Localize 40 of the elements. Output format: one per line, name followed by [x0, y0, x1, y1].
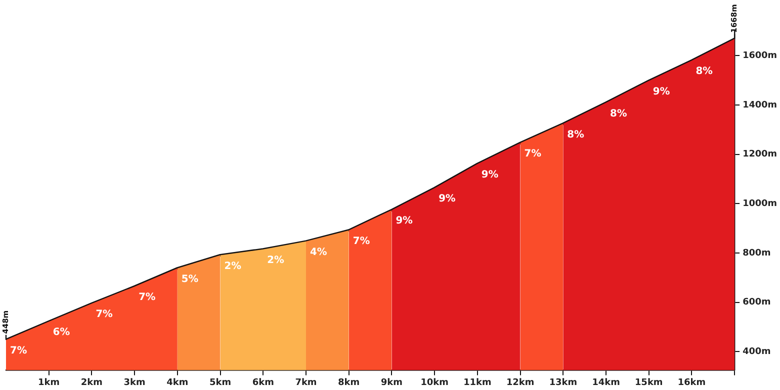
annotation: 9%	[438, 194, 456, 205]
annotation: 7%	[10, 345, 27, 356]
x-tick-label: 10km	[420, 378, 449, 388]
y-tick-label: 600m	[742, 298, 771, 308]
annotation: 8%	[567, 129, 584, 140]
y-tick-label: 1000m	[742, 199, 778, 210]
annotation: 7%	[352, 236, 370, 247]
annotation: 8%	[610, 108, 627, 120]
y-tick-label: 1400m	[742, 100, 778, 110]
x-tick-label: 6km	[252, 378, 274, 388]
x-tick-label: 15km	[634, 378, 663, 388]
annotation: 9%	[652, 86, 670, 98]
x-tick-label: 2km	[80, 378, 103, 388]
annotation: 6%	[52, 327, 70, 338]
annotation: 4%	[310, 247, 327, 258]
x-tick-label: 8km	[338, 378, 360, 388]
y-tick-label: 1200m	[742, 150, 778, 160]
x-tick-label: 9km	[380, 378, 403, 388]
y-tick-label: 800m	[742, 248, 771, 258]
x-tick-label: 3km	[124, 378, 146, 388]
y-tick-label: 400m	[742, 347, 771, 358]
annotation: 5%	[181, 274, 198, 285]
x-tick-label: 7km	[295, 378, 317, 388]
x-tick-label: 1km	[38, 378, 60, 388]
x-tick-label: 12km	[506, 378, 534, 388]
annotation: 8%	[696, 66, 713, 78]
annotation: 2%	[224, 260, 242, 272]
x-tick-label: 14km	[592, 378, 620, 388]
annotation: 7%	[138, 292, 156, 304]
annotation: 2%	[267, 254, 284, 266]
annotation: 9%	[481, 170, 498, 181]
x-tick-label: 4km	[166, 378, 188, 388]
x-tick-label: 5km	[209, 378, 232, 388]
x-tick-label: 16km	[678, 378, 706, 388]
y-tick-label: 1600m	[742, 51, 778, 62]
x-tick-label: 13km	[549, 378, 578, 388]
x-tick-label: 11km	[463, 378, 492, 388]
annotation: 7%	[96, 309, 113, 320]
annotation: 7%	[524, 148, 542, 160]
annotation: 9%	[396, 216, 413, 227]
